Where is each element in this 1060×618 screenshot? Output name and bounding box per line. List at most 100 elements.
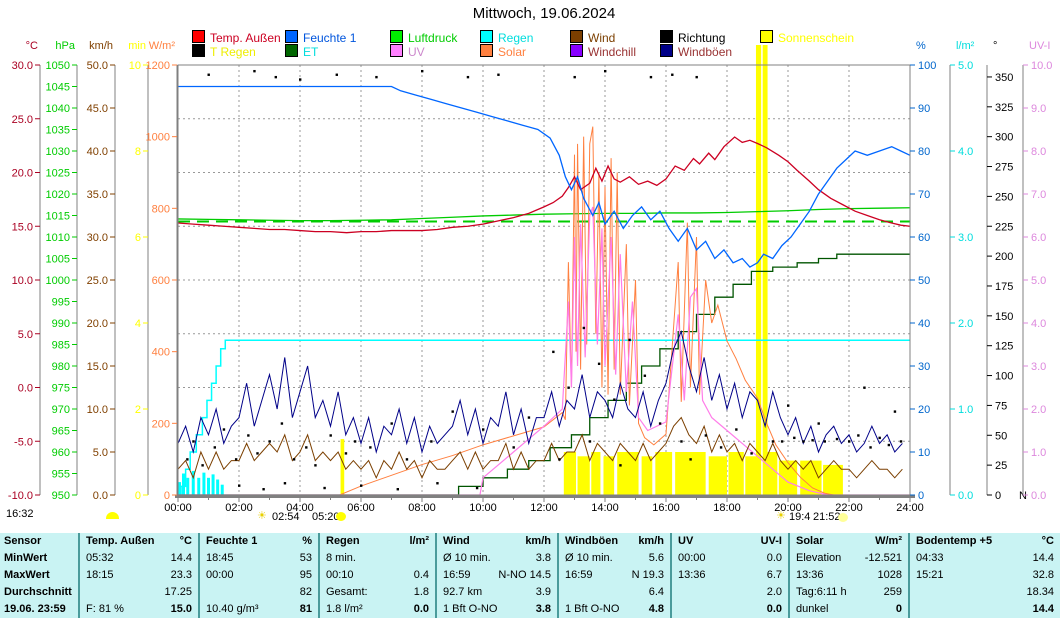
axis-tick-label-pct: 50 [918,275,930,287]
table-row-label: Sensor [4,535,42,547]
wind-direction-dot [552,350,555,354]
table-row-label: 19.06. 23:59 [4,603,66,615]
sunshine-bar [340,439,345,495]
sunshine-bar [591,452,601,495]
table-col-windb-en: Windböen km/h Ø 10 min. 5.6 16:59 N 19.3 6.4 1 … [557,533,670,618]
axis-tick-label-lm2: 4.0 [958,146,973,158]
wind-direction-dot [247,434,250,437]
wind-direction-dot [436,482,439,485]
legend-label: Luftdruck [408,31,458,45]
legend-item-windchill: Windchill [570,44,636,59]
sunshine-bar [708,456,727,495]
series-windboeen [177,330,903,454]
wind-direction-dot [292,458,296,461]
svg-text:12:00: 12:00 [530,502,558,514]
table-cell: 05:32 14.4 [86,552,192,564]
legend-label: T Regen [210,45,256,59]
moonset-time: 16:32 [6,508,34,520]
wind-direction-dot [314,464,317,467]
table-col-solar: Solar W/m² Elevation -12.521 13:36 1028 Tag:6:… [788,533,908,618]
wind-direction-dot [893,410,897,413]
wind-direction-dot [695,75,698,79]
axis-tick-label-uvi: 7.0 [1031,189,1046,201]
axis-tick-label-lm2: 2.0 [958,318,973,330]
axis-tick-label-deg: 100 [995,371,1013,383]
wind-direction-dot [329,434,332,437]
table-cell: 1 Bft O-NO 4.8 [565,603,664,615]
wind-direction-dot [780,440,784,443]
wind-direction-dot [268,440,271,443]
axis-tick-label-kmh: 20.0 [87,318,108,330]
legend-color-box [285,30,298,43]
table-cell: 13:36 6.7 [678,569,782,581]
axis-unit-kmh: km/h [89,40,113,52]
svg-text:24:00: 24:00 [896,502,924,514]
axis-tick-label-temp: -5.0 [14,436,33,448]
legend-item-t-regen: T Regen [192,44,256,59]
axis-tick-label-uvi: 4.0 [1031,318,1046,330]
legend-item-luftdruck: Luftdruck [390,30,458,45]
sunshine-bar [823,464,843,495]
axis-compass-label: N [1019,490,1027,502]
axis-tick-label-hpa: 1025 [46,168,70,180]
legend-color-box [480,30,493,43]
axis-tick-label-pct: 60 [918,232,930,244]
table-cell: 1.8 l/m² 0.0 [326,603,429,615]
svg-text:00:00: 00:00 [164,502,192,514]
wind-direction-dot [344,452,348,455]
axis-tick-label-min: 0 [135,490,141,502]
sunshine-bar [563,452,577,495]
wind-direction-dot [238,484,241,487]
wind-direction-dot [323,486,326,490]
sunshine-bar [765,452,778,495]
wind-direction-dot [835,437,839,441]
axis-tick-label-wm2: 800 [152,203,170,215]
sunshine-bar [577,456,590,495]
wind-direction-dot [787,404,790,407]
axis-tick-label-min: 10 [129,60,141,72]
wind-direction-dot [558,458,561,461]
table-cell: 13:36 1028 [796,569,902,581]
legend-item-sonnenschein: Sonnenschein [760,30,854,45]
axis-tick-label-uvi: 1.0 [1031,447,1046,459]
axis-tick-label-kmh: 15.0 [87,361,108,373]
axis-tick-label-wm2: 600 [152,275,170,287]
table-cell: 04:33 14.4 [916,552,1054,564]
legend-label: Windböen [678,45,733,59]
wind-direction-dot [256,452,259,455]
axis-tick-label-kmh: 10.0 [87,404,108,416]
series-et [178,253,910,496]
wind-direction-dot [299,78,302,81]
axis-tick-label-uvi: 9.0 [1031,103,1046,115]
wind-direction-dot [689,458,692,461]
table-col-bodentemp-5: Bodentemp +5 °C 04:33 14.4 15:21 32.8 18.34 14.… [908,533,1060,618]
axis-tick-label-temp: 30.0 [12,60,33,72]
series-luftdruck [177,207,911,222]
wind-direction-dot [405,458,409,461]
table-cell: 0.0 [766,603,782,615]
wind-direction-dot [848,440,851,443]
axis-unit-uvi: UV-I [1029,40,1050,52]
axis-tick-label-lm2: 1.0 [958,404,973,416]
wind-direction-dot [573,75,576,79]
axis-tick-label-uvi: 0.0 [1031,490,1046,502]
wind-direction-dot [771,440,775,443]
wind-direction-dot [878,436,881,440]
legend-item-et: ET [285,44,318,59]
legend-item-solar: Solar [480,44,526,59]
legend-label: Wind [588,31,616,45]
axis-unit-temp: °C [26,40,38,52]
series-temp_aussen [177,136,911,234]
wind-direction-dot [280,422,284,425]
svg-text:10:00: 10:00 [469,502,497,514]
axis-tick-label-temp: -10.0 [8,490,33,502]
legend-label: Richtung [678,31,726,45]
wind-direction-dot [735,428,738,431]
table-cell: 18:45 53 [206,552,312,564]
table-cell: 15:21 32.8 [916,569,1054,581]
axis-tick-label-temp: 5.0 [18,329,33,341]
axis-tick-label-deg: 175 [995,281,1013,293]
table-cell: Ø 10 min. 5.6 [565,552,664,564]
axis-tick-label-deg: 25 [995,460,1007,472]
